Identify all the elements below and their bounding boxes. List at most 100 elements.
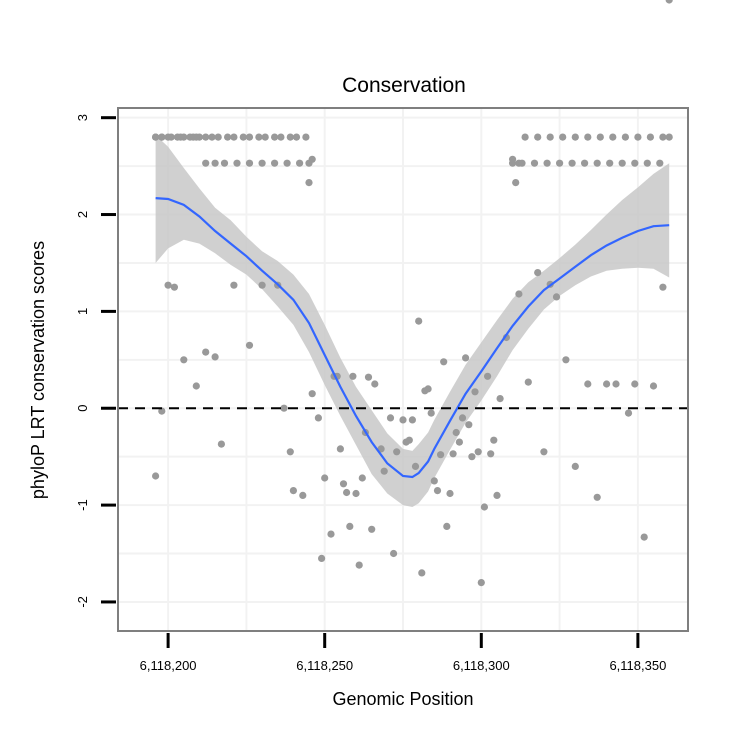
data-point: [659, 283, 667, 291]
data-point: [433, 487, 442, 495]
data-point: [167, 133, 175, 141]
data-point: [302, 133, 310, 141]
data-point: [283, 159, 291, 167]
data-point: [399, 416, 407, 424]
data-point: [484, 372, 492, 380]
confidence-band-layer: [155, 135, 670, 507]
y-tick-label: -2: [75, 596, 90, 608]
data-point: [202, 159, 210, 167]
data-point: [258, 281, 266, 289]
y-tick-label: 0: [75, 405, 90, 412]
data-point: [534, 133, 542, 141]
data-point: [584, 380, 592, 388]
data-point: [355, 561, 363, 569]
data-point: [665, 133, 673, 141]
data-point: [543, 159, 551, 167]
data-point: [371, 380, 379, 388]
y-tick-label: 2: [75, 211, 90, 218]
data-point: [518, 159, 526, 167]
data-point: [192, 133, 200, 141]
data-point: [233, 159, 241, 167]
data-point: [534, 269, 542, 277]
data-point: [208, 133, 216, 141]
x-axis-title: Genomic Position: [332, 689, 473, 709]
data-point: [346, 522, 354, 531]
data-point: [631, 380, 639, 388]
data-point: [177, 133, 185, 141]
data-point: [612, 380, 620, 388]
data-point: [437, 451, 445, 459]
data-point: [217, 440, 225, 448]
data-point: [621, 133, 630, 141]
chart-title: Conservation: [342, 74, 466, 97]
data-point: [593, 159, 601, 167]
data-point: [581, 159, 589, 167]
y-tick-label: -1: [75, 499, 90, 511]
plot-panel-border: [117, 107, 689, 632]
data-point: [631, 159, 639, 167]
data-point: [452, 428, 460, 437]
confidence-band: [155, 135, 670, 507]
data-point: [245, 341, 254, 349]
data-point: [571, 462, 579, 470]
data-point: [556, 159, 564, 167]
data-point: [427, 409, 435, 417]
data-point: [490, 436, 498, 444]
data-point: [440, 358, 448, 366]
data-point: [321, 474, 329, 482]
data-point: [393, 448, 401, 456]
data-point: [624, 409, 633, 417]
data-point: [455, 438, 463, 446]
data-point: [349, 372, 357, 380]
data-point: [286, 133, 294, 141]
data-point: [465, 421, 473, 429]
y-tick-label: 3: [75, 114, 90, 121]
data-point: [292, 133, 301, 141]
data-point: [446, 489, 454, 498]
data-point: [170, 283, 178, 291]
data-point: [524, 378, 532, 386]
data-point: [643, 159, 651, 167]
data-point: [593, 493, 601, 501]
data-point: [480, 503, 488, 511]
data-point: [430, 477, 438, 485]
data-point: [443, 522, 451, 531]
data-point: [634, 133, 642, 141]
data-point: [530, 159, 539, 167]
grid: [118, 108, 688, 631]
data-point: [521, 133, 529, 141]
data-point: [314, 414, 322, 422]
x-axis: 6,118,200 6,118,250 6,118,300 6,118,350: [140, 633, 666, 673]
data-point: [352, 489, 360, 498]
data-point: [271, 159, 279, 167]
data-point: [415, 317, 423, 325]
data-point: [245, 159, 254, 167]
data-point: [584, 133, 592, 141]
data-point: [386, 414, 395, 422]
data-point: [339, 480, 348, 488]
data-point: [477, 579, 485, 587]
data-point: [299, 491, 307, 499]
data-point: [245, 133, 254, 141]
smooth-line-layer: [155, 197, 670, 479]
data-point: [424, 385, 432, 393]
x-tick-label: 6,118,300: [453, 658, 510, 673]
data-point: [286, 448, 294, 456]
data-point: [458, 414, 467, 422]
data-point: [559, 133, 567, 141]
data-point: [540, 448, 548, 456]
data-point: [449, 450, 457, 458]
data-point: [158, 407, 166, 415]
data-point: [603, 380, 611, 388]
data-point: [224, 133, 232, 141]
data-point: [471, 388, 479, 396]
data-point: [214, 133, 222, 141]
data-point: [152, 133, 160, 141]
data-point: [596, 133, 604, 141]
data-point: [255, 133, 263, 141]
data-point: [609, 133, 617, 141]
y-axis-title: phyloP LRT conservation scores: [28, 241, 48, 499]
data-point: [211, 353, 219, 361]
data-point: [220, 159, 229, 167]
